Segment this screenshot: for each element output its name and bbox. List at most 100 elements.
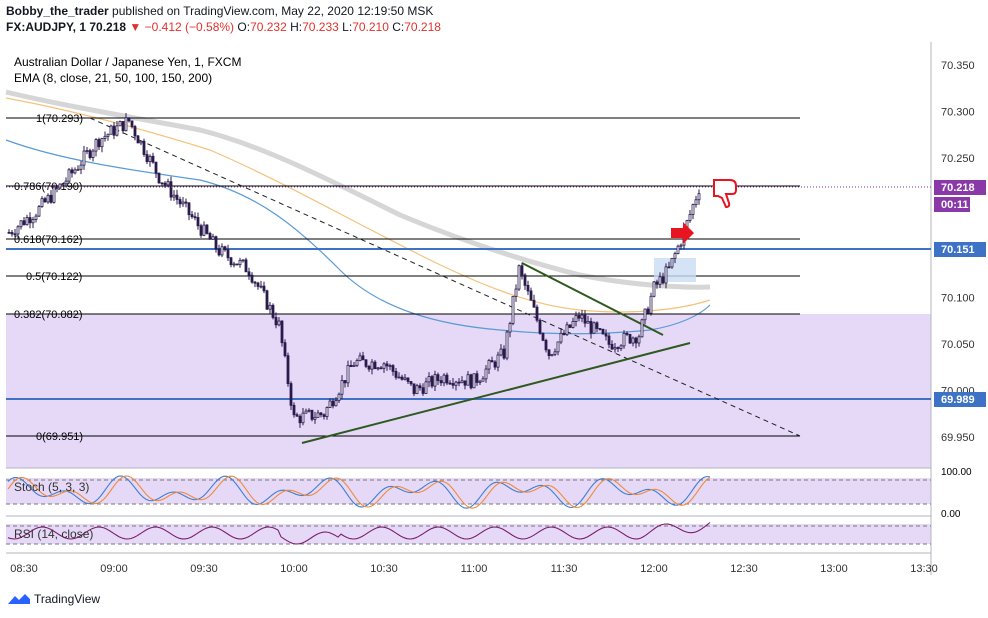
candle-body — [694, 199, 698, 206]
candle-body — [415, 385, 419, 395]
stoch-tick-100: 100.00 — [941, 467, 972, 478]
candle-body — [25, 217, 29, 226]
dashed-trendline[interactable] — [89, 117, 801, 437]
candle-body — [178, 199, 182, 205]
candle-body — [559, 332, 563, 343]
candle-body — [460, 380, 464, 384]
candle-body — [451, 383, 455, 386]
candle-body — [265, 290, 269, 310]
candle-body — [607, 335, 611, 345]
candle-body — [391, 365, 395, 372]
candle-body — [154, 161, 158, 174]
legend-title: Australian Dollar / Japanese Yen, 1, FXC… — [14, 55, 241, 69]
candle-body — [421, 387, 425, 394]
candle-body — [379, 367, 383, 370]
candle-body — [619, 345, 623, 349]
candle-body — [484, 368, 488, 380]
fib-label-1: 1(70.293) — [36, 113, 83, 125]
stoch-legend: Stoch (5, 3, 3) — [14, 480, 89, 494]
rsi-line[interactable] — [7, 522, 711, 545]
candle-body — [601, 328, 605, 335]
fib-retracement[interactable] — [6, 117, 800, 437]
candle-body — [235, 263, 239, 266]
candle-body — [232, 263, 236, 266]
candle-body — [631, 337, 635, 344]
candle-body — [109, 125, 113, 135]
candle-body — [217, 248, 221, 256]
candle-body — [691, 204, 695, 215]
candle-body — [94, 139, 98, 152]
rsi-band — [6, 524, 931, 544]
candle-body — [655, 281, 659, 285]
price-chart[interactable]: 1(70.293) 0.786(70.190) 0.618(70.162) 0.… — [0, 40, 988, 585]
fib-label-0382: 0.382(70.082) — [14, 309, 83, 321]
candle-body — [256, 282, 260, 287]
candle-body — [448, 382, 452, 385]
candle-body — [490, 360, 494, 363]
candle-body — [613, 347, 617, 350]
ascending-trendline[interactable] — [301, 342, 691, 444]
candle-body — [22, 220, 26, 226]
candle-body — [544, 339, 548, 351]
candle-body — [556, 341, 560, 353]
candle-body — [400, 376, 404, 380]
price-tick-label: 70.250 — [941, 153, 975, 165]
support-zone — [6, 314, 931, 468]
price-tick-label: 70.350 — [941, 60, 975, 72]
footer-brand[interactable]: TradingView — [34, 592, 101, 606]
candle-body — [550, 353, 554, 357]
candle-body — [118, 121, 122, 127]
candle-body — [424, 381, 428, 394]
candle-body — [352, 364, 356, 368]
candle-body — [529, 290, 533, 301]
candle-body — [373, 361, 377, 370]
candle-body — [463, 380, 467, 386]
time-axis[interactable]: 08:30 09:00 09:30 10:00 10:30 11:00 11:30 12:00… — [10, 563, 938, 575]
fib-label-05: 0.5(70.122) — [26, 271, 82, 283]
ema-200-line[interactable] — [5, 89, 711, 290]
candle-body — [37, 206, 41, 217]
candle-body — [238, 259, 242, 266]
chart-area[interactable]: 1(70.293) 0.786(70.190) 0.618(70.162) 0.… — [0, 40, 988, 585]
candle-body — [322, 414, 326, 417]
candle-body — [397, 376, 401, 379]
candle-body — [28, 217, 32, 224]
descending-trendline[interactable] — [521, 262, 664, 336]
candle-body — [280, 320, 284, 344]
stoch-d-line[interactable] — [7, 475, 711, 509]
candle-body — [250, 274, 254, 283]
support-badge-text: 69.989 — [941, 394, 975, 406]
candle-body — [562, 332, 566, 336]
candle-body — [496, 354, 500, 368]
candle-body — [70, 169, 74, 174]
footer: TradingView — [8, 592, 100, 606]
candle-body — [142, 140, 146, 155]
time-tick-label: 13:30 — [910, 563, 938, 575]
candle-body — [112, 125, 116, 136]
high-label: H: — [290, 20, 303, 34]
candle-body — [139, 140, 143, 144]
candle-body — [145, 154, 149, 162]
candle-body — [394, 371, 398, 378]
candle-body — [52, 186, 56, 203]
candle-body — [46, 194, 50, 203]
candle-body — [646, 308, 650, 314]
ema-100-line[interactable] — [5, 97, 711, 313]
candle-body — [679, 244, 683, 247]
price-change: −0.412 (−0.58%) — [144, 20, 235, 34]
candle-body — [361, 355, 365, 361]
candle-body — [652, 281, 656, 297]
candle-body — [409, 381, 413, 385]
time-tick-label: 09:00 — [100, 563, 128, 575]
candle-body — [316, 412, 320, 418]
red-arrow-icon — [671, 222, 694, 244]
ema-50-line[interactable] — [5, 139, 711, 335]
publisher-name[interactable]: Bobby_the_trader — [6, 4, 109, 18]
close-label: C: — [392, 20, 405, 34]
candle-body — [376, 367, 380, 370]
candle-body — [262, 285, 266, 292]
candle-body — [136, 135, 140, 144]
candle-body — [328, 400, 332, 408]
candle-body — [667, 266, 671, 269]
stoch-k-line[interactable] — [7, 475, 711, 509]
